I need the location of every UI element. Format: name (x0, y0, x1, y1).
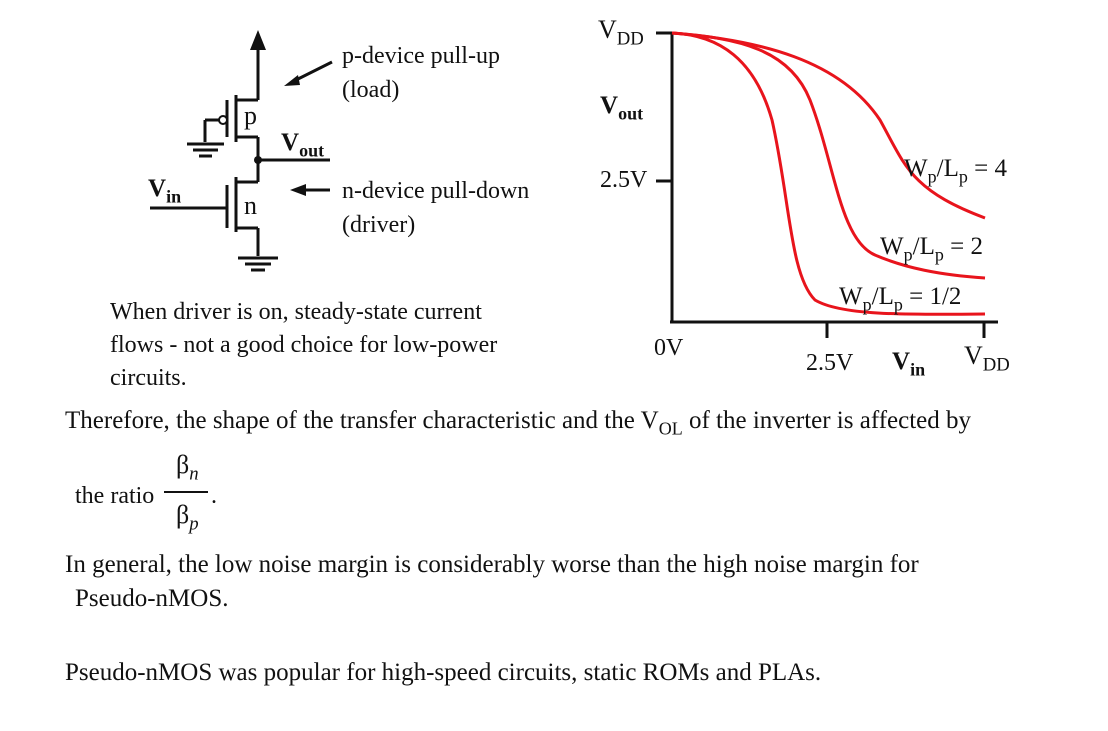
pull-up-subcaption: (load) (342, 77, 400, 103)
paragraph-transfer-shape: Therefore, the shape of the transfer cha… (65, 407, 972, 439)
curve-label-half: Wp/Lp = 1/2 (839, 283, 962, 315)
pull-down-caption: n-device pull-down (342, 178, 530, 204)
y-axis-2-5v-label: 2.5V (600, 167, 648, 193)
note-line-2: flows - not a good choice for low-power (110, 332, 498, 358)
x-axis-2-5v-label: 2.5V (806, 350, 854, 376)
beta-numerator: βn (176, 450, 199, 485)
note-line-1: When driver is on, steady-state current (110, 299, 482, 325)
curve-wp-lp-half (671, 31, 986, 316)
n-device-label: n (244, 191, 257, 220)
paragraph-noise-margin-line-2: Pseudo-nMOS. (75, 585, 229, 612)
curve-label-4: Wp/Lp = 4 (904, 155, 1007, 187)
pseudo-nmos-circuit (150, 30, 333, 272)
beta-denominator: βp (176, 500, 199, 535)
vin-label: Vin (148, 175, 182, 207)
origin-label: 0V (654, 335, 684, 361)
x-axis-vdd-label: VDD (964, 341, 1010, 376)
vout-node-dot (254, 156, 262, 164)
y-axis-title: Vout (600, 92, 644, 124)
ratio-prefix: the ratio (75, 483, 155, 509)
pull-up-caption: p-device pull-up (342, 43, 500, 69)
p-device-label: p (244, 101, 257, 130)
x-axis-title: Vin (892, 348, 926, 380)
curve-wp-lp-2 (671, 31, 986, 280)
pull-down-subcaption: (driver) (342, 212, 416, 238)
paragraph-popularity: Pseudo-nMOS was popular for high-speed c… (65, 659, 822, 686)
p-gate-bubble-icon (218, 115, 228, 125)
curve-label-2: Wp/Lp = 2 (880, 233, 983, 265)
fraction-bar (164, 491, 208, 493)
y-axis-vdd-label: VDD (598, 15, 644, 50)
transfer-characteristic-graph (656, 31, 998, 338)
note-line-3: circuits. (110, 365, 187, 391)
paragraph-noise-margin-line-1: In general, the low noise margin is cons… (65, 551, 919, 578)
vout-label: Vout (281, 129, 325, 161)
beta-ratio-fraction: βn βp (164, 448, 212, 548)
curve-group (671, 31, 986, 316)
ratio-suffix: . (211, 483, 217, 509)
curve-wp-lp-4 (671, 31, 986, 220)
vdd-arrow-icon (250, 30, 266, 50)
